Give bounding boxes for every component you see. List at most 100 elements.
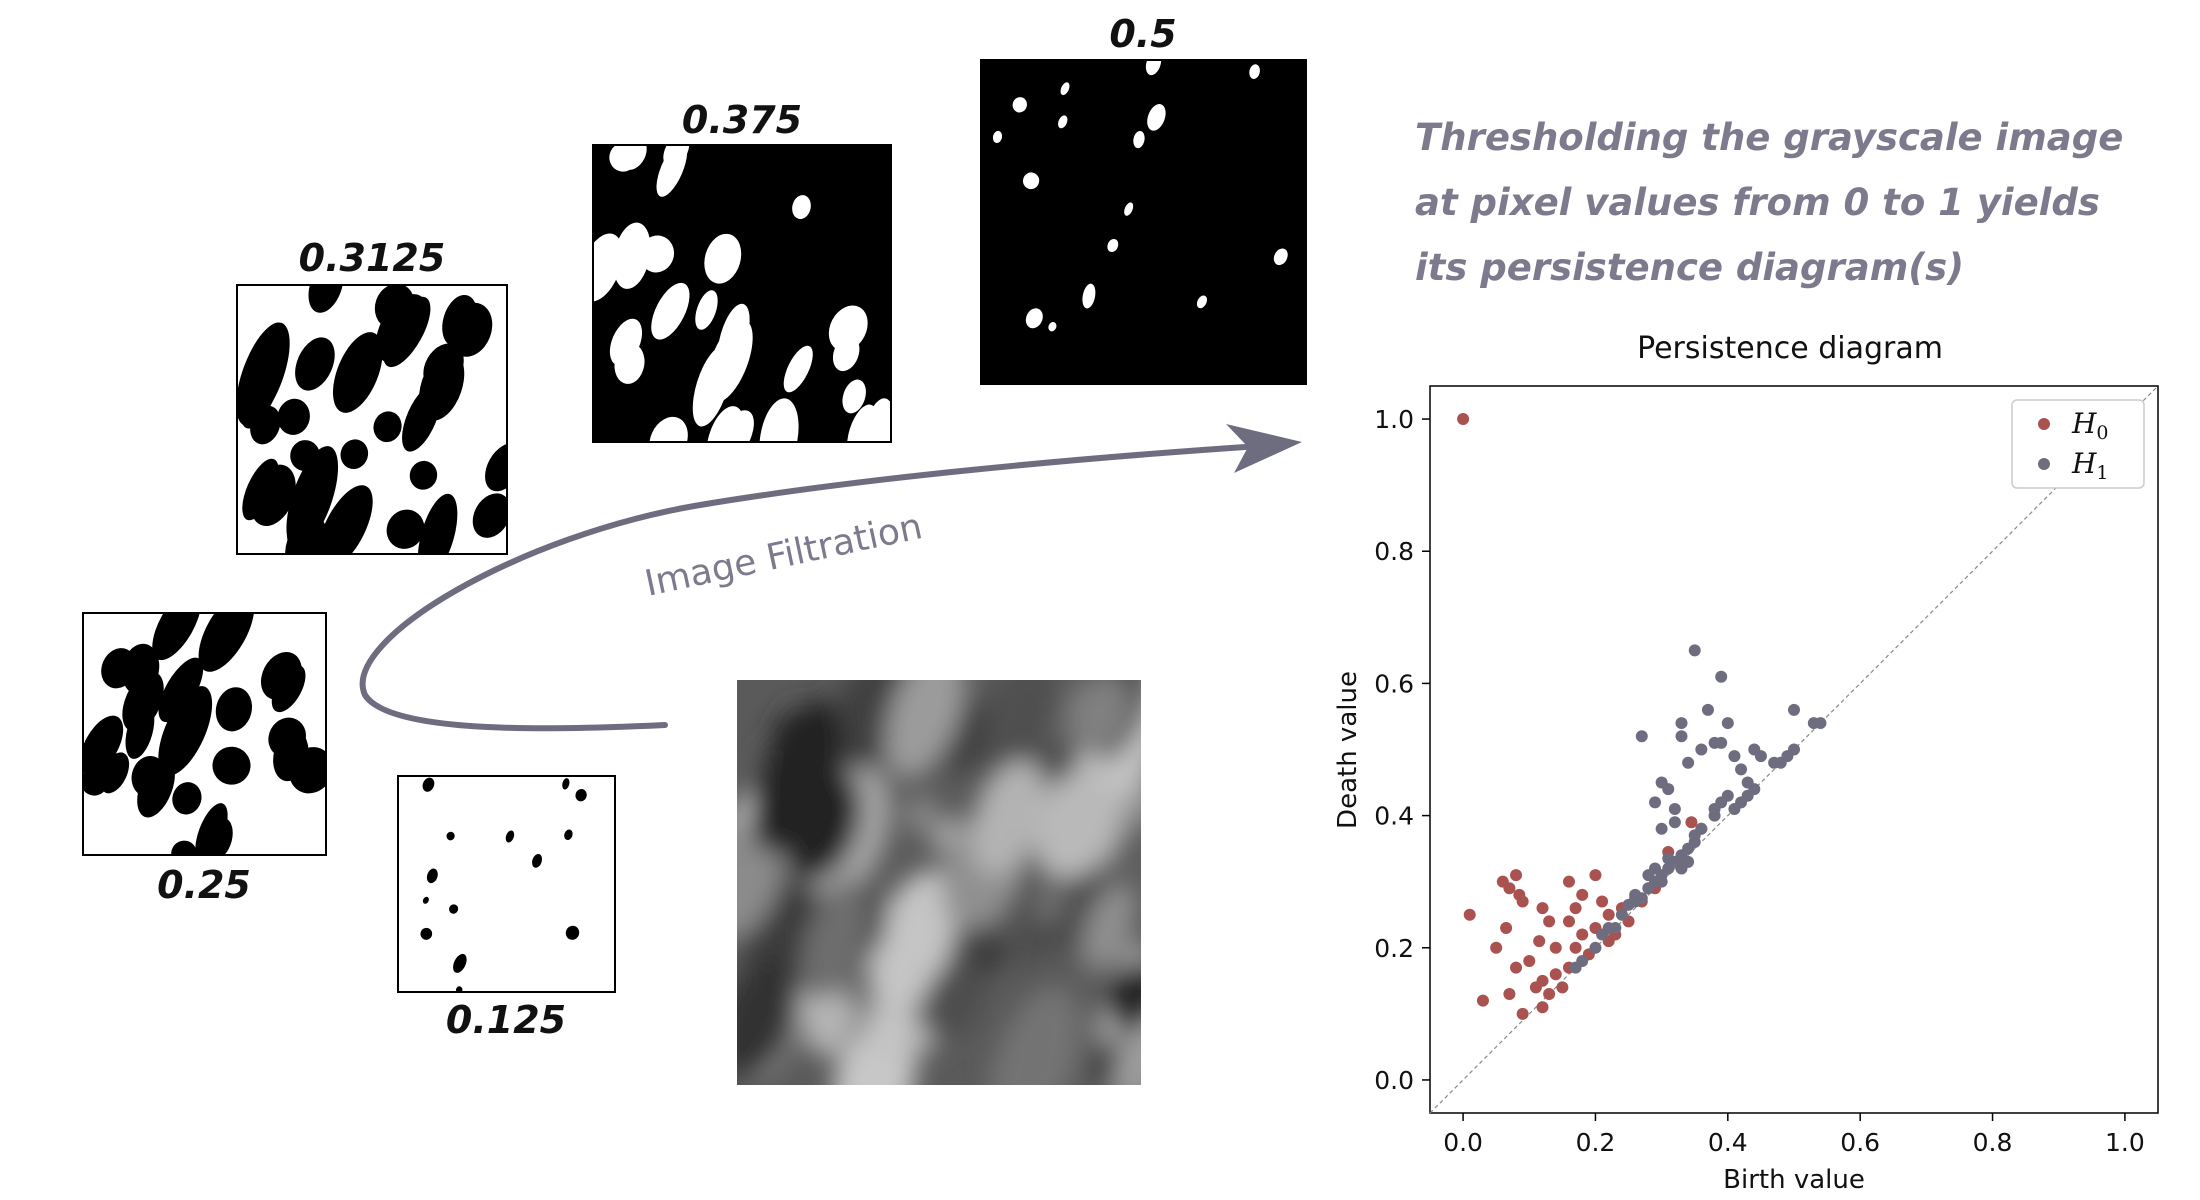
- filtration-arrow-curve: [359, 443, 1263, 732]
- point-h0: [1510, 961, 1523, 974]
- point-h1: [1576, 954, 1589, 967]
- y-tick-label: 0.4: [1374, 802, 1414, 831]
- chart-title: Persistence diagram: [1637, 331, 1943, 366]
- filtration-arrow: Image Filtration: [359, 424, 1302, 732]
- legend-marker-h1: [2038, 458, 2050, 470]
- x-tick-label: 1.0: [2105, 1128, 2145, 1157]
- threshold-label-0375: 0.375: [681, 98, 803, 142]
- x-axis-label: Birth value: [1723, 1165, 1865, 1195]
- point-h1: [1662, 852, 1675, 865]
- y-tick-label: 0.0: [1374, 1066, 1414, 1095]
- point-h0: [1536, 1001, 1549, 1014]
- point-h0: [1503, 882, 1516, 895]
- point-h1: [1754, 750, 1767, 763]
- point-h1: [1615, 908, 1628, 921]
- caption-line-1: Thresholding the grayscale image: [1415, 116, 2124, 159]
- x-tick-label: 0.8: [1973, 1128, 2013, 1157]
- point-h1: [1675, 730, 1688, 743]
- point-h1: [1735, 763, 1748, 776]
- point-h0: [1490, 941, 1503, 954]
- grayscale-image: [737, 680, 1141, 1085]
- y-tick-label: 0.2: [1374, 934, 1414, 963]
- point-h1: [1708, 809, 1721, 822]
- point-h0: [1543, 915, 1556, 928]
- point-h1: [1668, 816, 1681, 829]
- point-h1: [1715, 670, 1728, 683]
- legend-label-h0: H0: [2071, 407, 2109, 444]
- threshold-label-0125: 0.125: [445, 998, 567, 1042]
- point-h1: [1814, 717, 1827, 730]
- point-h0: [1556, 981, 1569, 994]
- point-h1: [1668, 802, 1681, 815]
- x-tick-label: 0.6: [1840, 1128, 1880, 1157]
- threshold-image-05: [980, 59, 1307, 385]
- scatter-points: [1457, 413, 1827, 1020]
- y-tick-label: 0.6: [1374, 669, 1414, 698]
- point-h0: [1536, 902, 1549, 915]
- point-h1: [1695, 822, 1708, 835]
- arrow-head-icon: [1226, 424, 1302, 473]
- point-h0: [1457, 413, 1470, 426]
- point-h0: [1576, 888, 1589, 901]
- legend-label-h1: H1: [2071, 447, 2109, 484]
- point-h1: [1675, 717, 1688, 730]
- point-h1: [1728, 750, 1741, 763]
- threshold-label-025: 0.25: [157, 863, 251, 907]
- x-axis-ticks: 0.0 0.2 0.4 0.6 0.8 1.0: [1443, 1113, 2145, 1157]
- point-h1: [1662, 783, 1675, 796]
- y-tick-label: 1.0: [1374, 405, 1414, 434]
- caption-line-3: its persistence diagram(s): [1415, 246, 1965, 289]
- point-h0: [1543, 988, 1556, 1001]
- point-h1: [1695, 743, 1708, 756]
- point-h0: [1602, 908, 1615, 921]
- point-h0: [1476, 994, 1489, 1007]
- point-h1: [1688, 644, 1701, 657]
- threshold-image-0375: [592, 144, 892, 443]
- threshold-label-03125: 0.3125: [298, 236, 446, 280]
- point-h0: [1569, 902, 1582, 915]
- point-h1: [1589, 941, 1602, 954]
- persistence-diagram-chart: Persistence diagram 0.0 0.2 0.4 0.6 0.8 1.0 0…: [1333, 331, 2159, 1195]
- threshold-image-025: [82, 612, 327, 856]
- point-h1: [1701, 703, 1714, 716]
- point-h0: [1523, 954, 1536, 967]
- point-h1: [1682, 756, 1695, 769]
- y-tick-label: 0.8: [1374, 537, 1414, 566]
- threshold-label-05: 0.5: [1109, 12, 1177, 56]
- x-tick-label: 0.0: [1443, 1128, 1483, 1157]
- point-h0: [1549, 968, 1562, 981]
- y-axis-label: Death value: [1333, 671, 1363, 829]
- threshold-image-03125: [236, 284, 508, 555]
- legend: H0 H1: [2011, 399, 2145, 489]
- point-h0: [1596, 895, 1609, 908]
- point-h1: [1788, 743, 1800, 756]
- point-h1: [1655, 822, 1668, 835]
- point-h1: [1642, 869, 1655, 882]
- caption-line-2: at pixel values from 0 to 1 yields: [1415, 181, 2100, 224]
- point-h0: [1685, 816, 1698, 829]
- point-h1: [1748, 783, 1761, 796]
- point-h0: [1500, 921, 1513, 934]
- point-h0: [1569, 941, 1582, 954]
- legend-marker-h0: [2038, 418, 2050, 430]
- x-tick-label: 0.2: [1576, 1128, 1616, 1157]
- point-h0: [1576, 928, 1589, 941]
- point-h0: [1549, 941, 1562, 954]
- caption: Thresholding the grayscale image at pixe…: [1415, 105, 2135, 300]
- point-h1: [1635, 730, 1648, 743]
- point-h0: [1503, 988, 1516, 1001]
- point-h0: [1529, 981, 1542, 994]
- point-h1: [1629, 895, 1642, 908]
- point-h1: [1609, 921, 1622, 934]
- point-h1: [1715, 736, 1728, 749]
- point-h1: [1655, 875, 1668, 888]
- filtration-arrow-label: Image Filtration: [641, 506, 926, 605]
- point-h0: [1562, 915, 1575, 928]
- y-axis-ticks: 0.0 0.2 0.4 0.6 0.8 1.0: [1374, 405, 1430, 1095]
- point-h1: [1721, 717, 1734, 730]
- point-h0: [1510, 869, 1523, 882]
- point-h1: [1682, 855, 1695, 868]
- point-h1: [1788, 703, 1800, 716]
- point-h1: [1649, 796, 1662, 809]
- x-tick-label: 0.4: [1708, 1128, 1748, 1157]
